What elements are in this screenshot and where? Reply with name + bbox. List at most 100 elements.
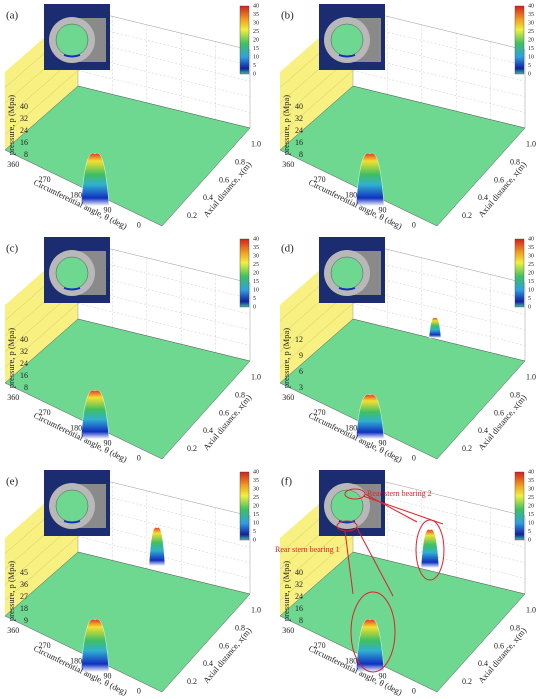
colorbar-tick-label: 25 — [528, 495, 534, 501]
bearing-contact — [63, 287, 81, 291]
colorbar-tick-label: 35 — [253, 478, 259, 484]
x-tick-label: 180 — [70, 656, 82, 665]
y-tick-label: 0.4 — [478, 426, 488, 435]
colorbar-tick-label: 30 — [528, 486, 534, 492]
x-tick-label: 360 — [282, 160, 294, 169]
z-axis-label: pressure, p (Mpa) — [281, 95, 291, 155]
x-tick-label: 180 — [70, 190, 82, 199]
colorbar-tick-label: 30 — [528, 253, 534, 259]
grid-line — [352, 536, 526, 579]
colorbar — [514, 238, 525, 308]
colorbar-tick-label: 35 — [528, 245, 534, 251]
x-tick-label: 90 — [103, 205, 111, 214]
colorbar-tick-label: 25 — [528, 262, 534, 268]
colorbar-tick-label: 15 — [528, 512, 534, 518]
floor — [4, 318, 251, 460]
y-tick-label: 0.2 — [462, 444, 472, 453]
colorbar-tick-label: 10 — [253, 54, 259, 60]
colorbar-tick-label: 25 — [253, 29, 259, 35]
z-tick-label: 8 — [299, 150, 303, 159]
connector — [362, 495, 444, 525]
colorbar-tick-label: 40 — [253, 469, 259, 475]
panel-label: (f) — [281, 476, 292, 488]
y-tick-label: 0.2 — [462, 677, 472, 686]
grid-line — [279, 70, 354, 135]
y-tick-label: 1.0 — [251, 140, 261, 149]
colorbar-tick-label: 35 — [528, 478, 534, 484]
z-tick-label: 24 — [295, 592, 303, 601]
x-tick-label: 90 — [103, 671, 111, 680]
colorbar-tick-label: 35 — [528, 12, 534, 18]
colorbar-tick-label: 10 — [253, 287, 259, 293]
grid-line — [352, 70, 526, 113]
panel: 0 5 10 15 20 25 30 35 40 (f) pressure, p (Mpa) 8 16 2… — [275, 469, 536, 697]
z-tick-label: 32 — [295, 114, 303, 123]
x-tick-label: 90 — [378, 671, 386, 680]
grid-line — [279, 536, 354, 601]
panel: 0 5 10 15 20 25 30 35 40 (a) pressure, p (Mpa) 8 16 2… — [4, 3, 261, 231]
z-tick-label: 36 — [20, 580, 28, 589]
colorbar-tick-label: 5 — [253, 63, 256, 69]
colorbar-tick-label: 0 — [253, 71, 256, 77]
z-tick-label: 16 — [20, 138, 28, 147]
x-tick-label: 0 — [412, 454, 416, 463]
colorbar — [514, 471, 525, 541]
x-tick-label: 270 — [314, 641, 326, 650]
z-tick-label: 32 — [295, 580, 303, 589]
colorbar — [239, 471, 250, 541]
z-tick-label: 24 — [20, 126, 28, 135]
z-tick-label: 40 — [20, 335, 28, 344]
pressure-peak — [428, 317, 442, 339]
z-tick-label: 40 — [295, 568, 303, 577]
panel-label: (d) — [281, 243, 294, 255]
panel: 0 5 10 15 20 25 30 35 40 (b) pressure, p (Mpa) 8 16 2… — [279, 3, 536, 231]
colorbar-tick-label: 40 — [528, 469, 534, 475]
colorbar-tick-label: 40 — [528, 236, 534, 242]
pressure-peak — [355, 152, 385, 207]
floor — [4, 85, 251, 227]
connector — [356, 527, 394, 597]
z-tick-label: 6 — [299, 367, 303, 376]
colorbar-tick-label: 30 — [253, 486, 259, 492]
colorbar — [514, 5, 525, 75]
y-tick-label: 0.2 — [187, 444, 197, 453]
floor — [279, 318, 526, 460]
bearing-bore — [55, 489, 89, 523]
grid-line — [4, 303, 79, 368]
highlight — [415, 519, 445, 581]
y-tick-label: 0.8 — [510, 391, 520, 400]
z-tick-label: 27 — [20, 592, 28, 601]
x-tick-label: 90 — [378, 438, 386, 447]
x-tick-label: 270 — [39, 641, 51, 650]
colorbar-tick-label: 30 — [528, 20, 534, 26]
z-tick-label: 18 — [20, 604, 28, 613]
panel-label: (e) — [6, 476, 19, 488]
y-tick-label: 1.0 — [526, 373, 536, 382]
floor — [4, 551, 251, 693]
colorbar-tick-label: 20 — [253, 270, 259, 276]
colorbar-tick-label: 0 — [528, 304, 531, 310]
x-tick-label: 0 — [412, 221, 416, 230]
pressure-peak — [420, 529, 440, 569]
y-tick-label: 1.0 — [526, 606, 536, 615]
y-tick-label: 0.6 — [494, 408, 504, 417]
colorbar-tick-label: 40 — [253, 3, 259, 9]
bearing-contact — [63, 520, 81, 524]
z-axis-label: pressure, p (Mpa) — [6, 95, 16, 155]
z-tick-label: 8 — [24, 383, 28, 392]
pressure-peak — [355, 394, 385, 440]
bearing-contact — [338, 54, 356, 58]
y-tick-label: 0.8 — [510, 624, 520, 633]
x-tick-label: 0 — [412, 687, 416, 696]
z-tick-label: 45 — [20, 568, 28, 577]
bearing-contact — [63, 54, 81, 58]
colorbar-tick-label: 30 — [253, 253, 259, 259]
z-tick-label: 24 — [20, 359, 28, 368]
z-axis-label: pressure, p (Mpa) — [281, 561, 291, 621]
y-tick-label: 0.4 — [203, 193, 213, 202]
x-tick-label: 270 — [314, 408, 326, 417]
y-tick-label: 0.8 — [510, 158, 520, 167]
colorbar-tick-label: 15 — [253, 46, 259, 52]
x-tick-label: 270 — [39, 175, 51, 184]
z-tick-label: 3 — [299, 383, 303, 392]
